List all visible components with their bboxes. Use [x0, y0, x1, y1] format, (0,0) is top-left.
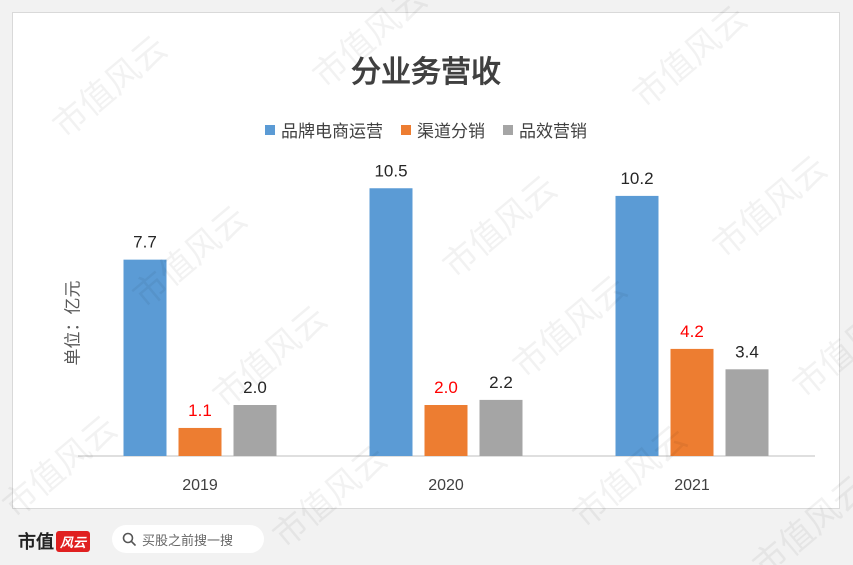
data-label-2021-s2: 3.4: [735, 342, 759, 361]
bar-2019-s2: [233, 405, 277, 456]
bar-2019-s0: [123, 259, 167, 456]
data-label-2020-s1: 2.0: [434, 378, 458, 397]
legend-swatch-2: [503, 124, 513, 135]
data-label-2020-s0: 10.5: [374, 161, 407, 180]
x-tick-label-2021: 2021: [674, 477, 710, 494]
legend-item-0: 品牌电商运营: [265, 117, 383, 142]
data-label-2021-s0: 10.2: [620, 169, 653, 188]
legend-swatch-0: [265, 124, 275, 135]
x-tick-label-2019: 2019: [182, 477, 218, 494]
data-label-2019-s0: 7.7: [133, 233, 157, 252]
x-tick-label-2020: 2020: [428, 477, 464, 494]
bar-2020-s2: [479, 399, 523, 456]
data-label-2019-s2: 2.0: [243, 378, 267, 397]
data-label-2021-s1: 4.2: [680, 322, 704, 341]
search-placeholder: 买股之前搜一搜: [142, 533, 234, 549]
data-label-2019-s1: 1.1: [188, 401, 212, 420]
bar-2020-s0: [369, 188, 413, 456]
data-label-2020-s2: 2.2: [489, 373, 513, 392]
brand-badge: 风云: [56, 530, 91, 552]
legend-item-2: 品效营销: [503, 117, 587, 142]
bar-2021-s0: [615, 195, 659, 456]
bar-plot: 7.7 1.1 2.0 2019 10.5 2.0 2.2 2020 10.2 4.2 3.4 202…: [78, 161, 815, 494]
footer: 市值 风云 买股之前搜一搜: [0, 509, 853, 565]
bar-2021-s2: [725, 369, 769, 456]
brand-text: 市值: [18, 532, 54, 553]
legend-swatch-1: [401, 124, 411, 135]
legend-label-0: 品牌电商运营: [281, 122, 383, 142]
legend-item-1: 渠道分销: [401, 117, 485, 142]
legend-label-1: 渠道分销: [417, 122, 485, 142]
legend: 品牌电商运营 渠道分销 品效营销: [13, 117, 839, 142]
bar-2019-s1: [178, 427, 222, 456]
bar-2021-s1: [670, 348, 714, 456]
search-box[interactable]: 买股之前搜一搜: [112, 525, 264, 553]
search-icon: [122, 532, 136, 546]
chart-title: 分业务营收: [351, 55, 501, 90]
legend-label-2: 品效营销: [519, 122, 587, 142]
brand-logo: 市值 风云: [18, 528, 91, 554]
bar-2020-s1: [424, 405, 468, 456]
